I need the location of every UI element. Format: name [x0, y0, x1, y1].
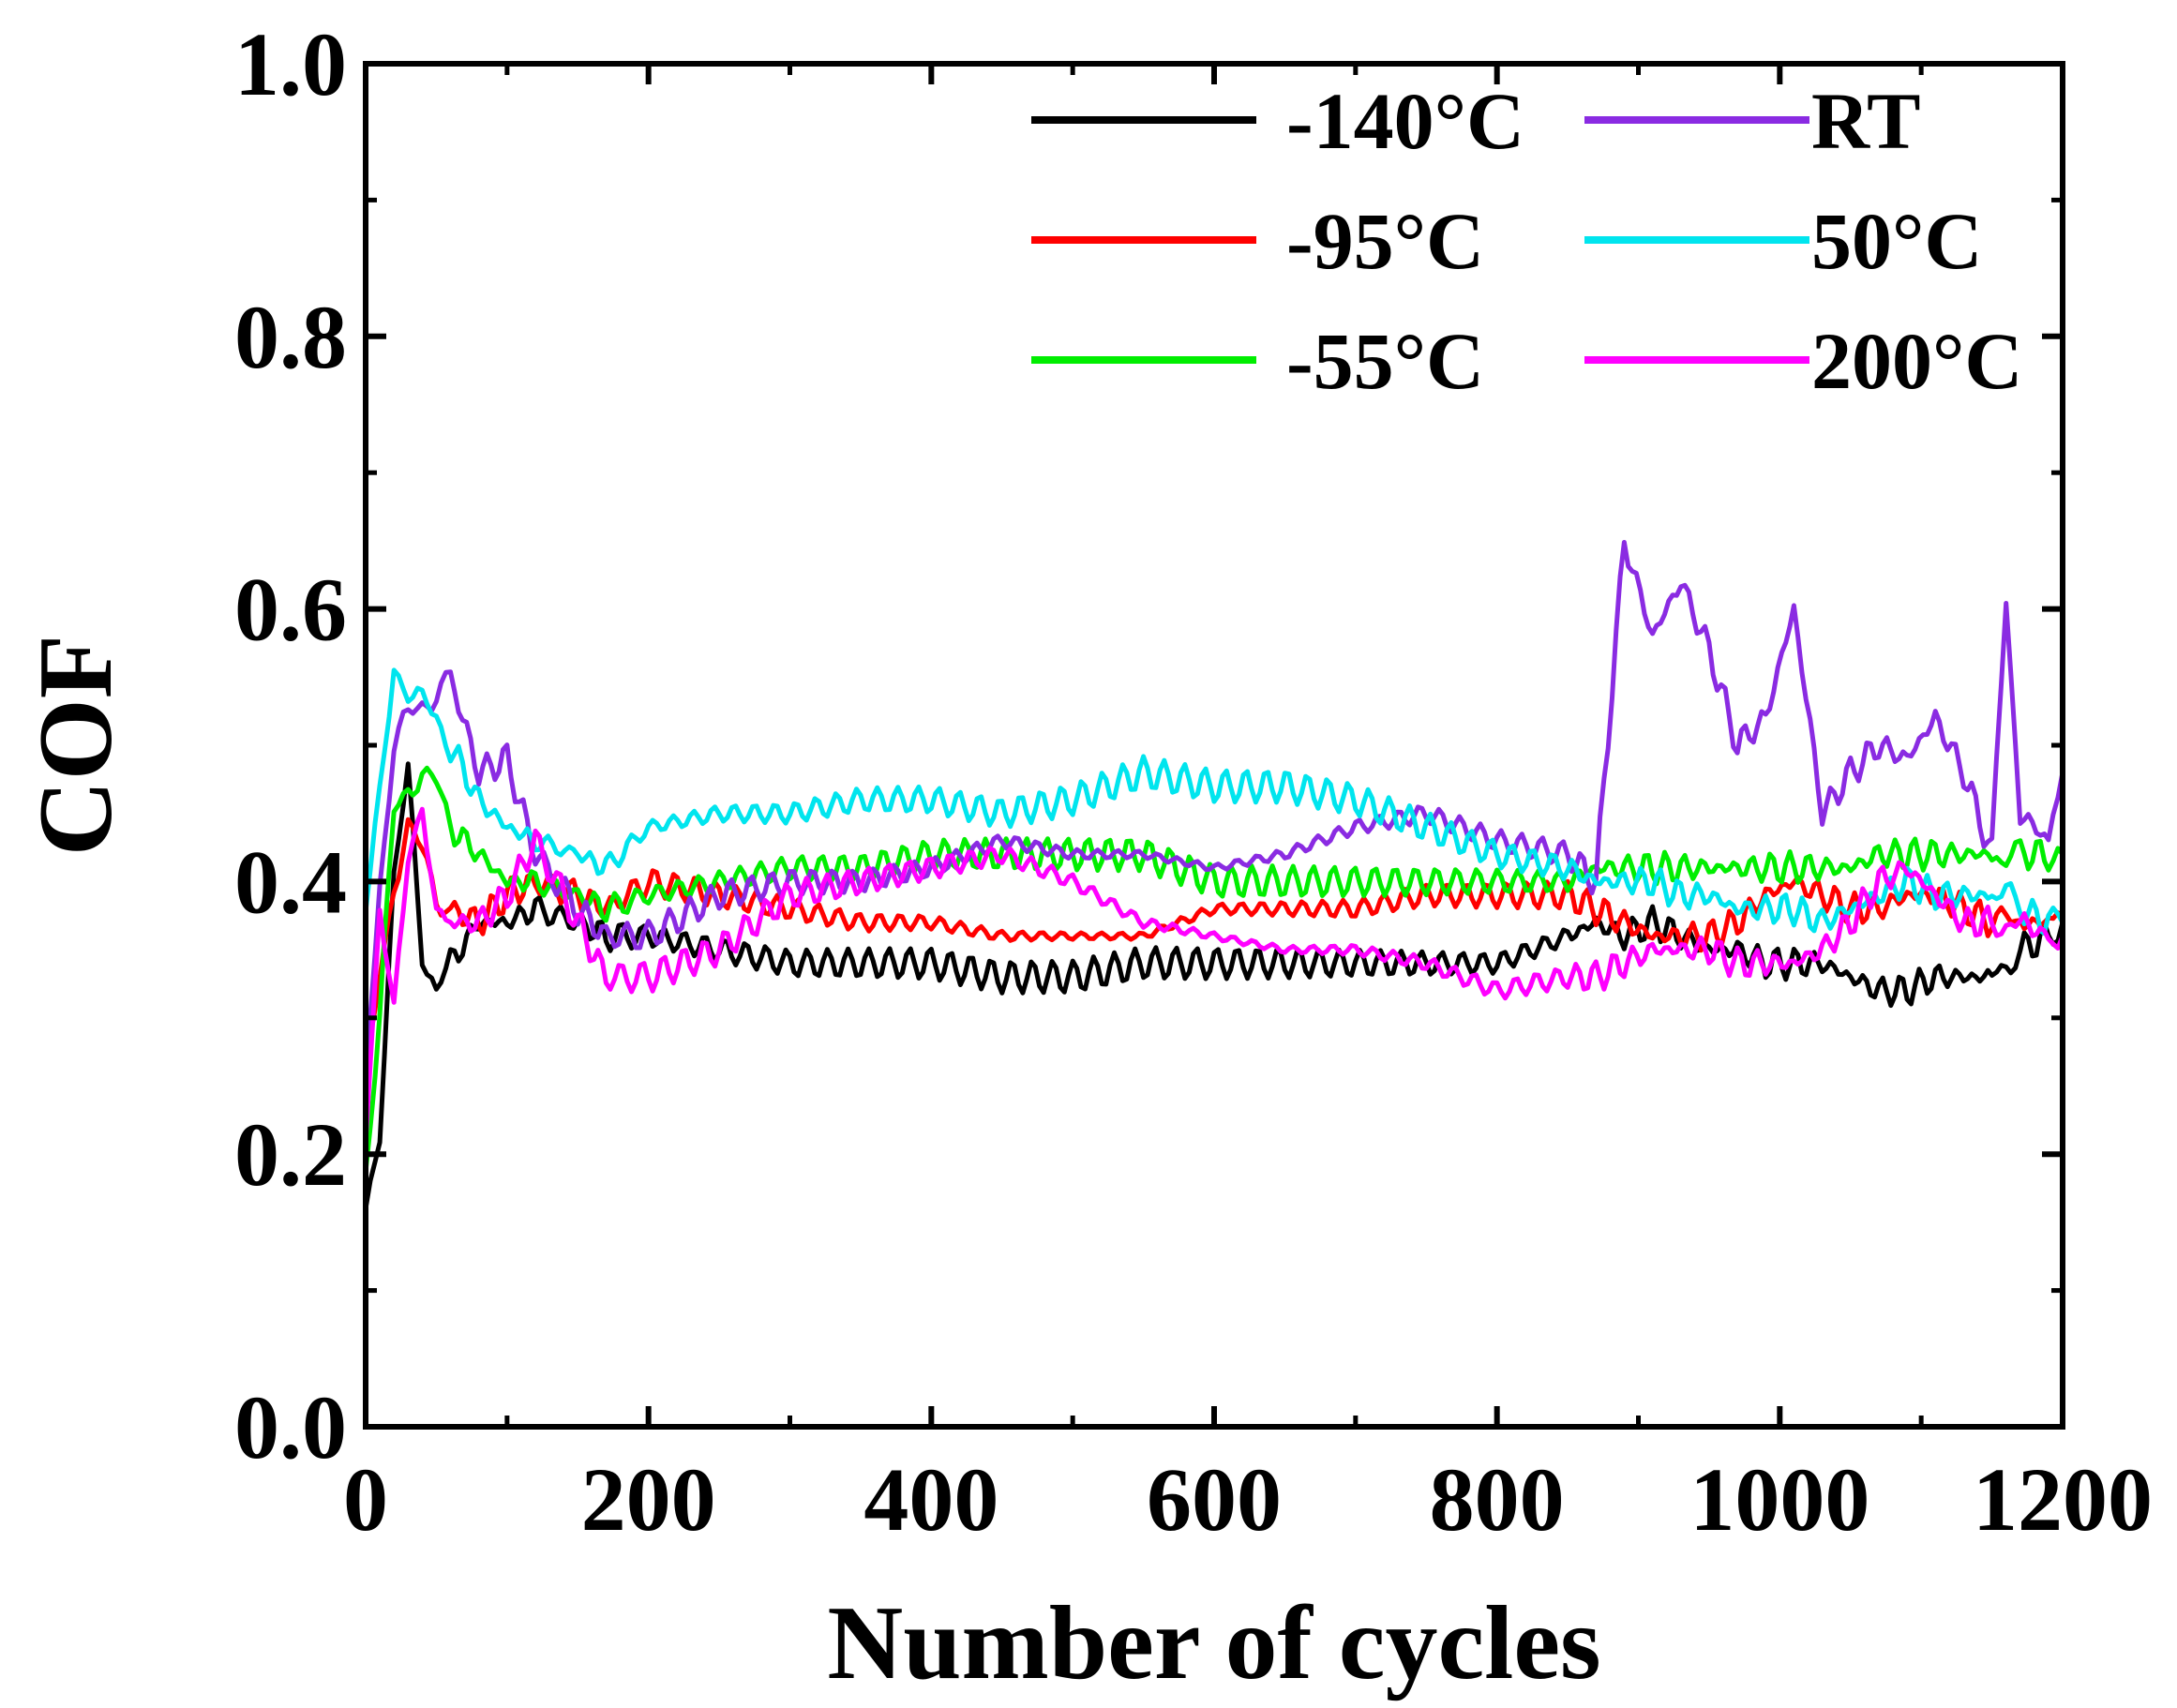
series-line-3: [363, 540, 2065, 1067]
x-tick-label: 1200: [1973, 1449, 2153, 1550]
y-tick-label: 0.4: [234, 832, 347, 932]
legend-label: 50°C: [1811, 196, 1983, 286]
y-tick-label: 0.0: [234, 1377, 347, 1477]
series-line-2: [363, 765, 2064, 1173]
series-layer: [363, 540, 2065, 1209]
series-line-4: [363, 667, 2065, 936]
legend-label: 200°C: [1811, 316, 2023, 406]
x-tick-label: 0: [343, 1449, 388, 1550]
legend-label: -55°C: [1286, 316, 1484, 406]
x-tick-label: 800: [1430, 1449, 1565, 1550]
legend: -140°C -95°C -55°C RT 50°C 200°C: [1031, 76, 2023, 406]
legend-label: -140°C: [1286, 76, 1524, 166]
y-tick-label: 0.8: [234, 287, 347, 387]
series-line-5: [363, 806, 2065, 1143]
ticks-layer: 0 200 400 600 800 1000 1200 0.0 0.2 0.4 0.6 0.8 1.0: [234, 14, 2153, 1550]
series-line-0: [363, 761, 2065, 1209]
x-axis-title: Number of cycles: [827, 1585, 1600, 1701]
plot-frame: [363, 61, 2065, 1430]
y-tick-label: 0.2: [234, 1104, 347, 1205]
y-tick-label: 1.0: [234, 14, 347, 114]
x-tick-label: 600: [1147, 1449, 1282, 1550]
x-tick-label: 1000: [1689, 1449, 1869, 1550]
series-line-1: [363, 817, 2065, 1074]
x-tick-label: 400: [863, 1449, 998, 1550]
x-tick-label: 200: [581, 1449, 716, 1550]
legend-label: RT: [1811, 76, 1920, 166]
legend-label: -95°C: [1286, 196, 1484, 286]
y-axis-title: COF: [18, 635, 134, 856]
y-tick-label: 0.6: [234, 560, 347, 660]
